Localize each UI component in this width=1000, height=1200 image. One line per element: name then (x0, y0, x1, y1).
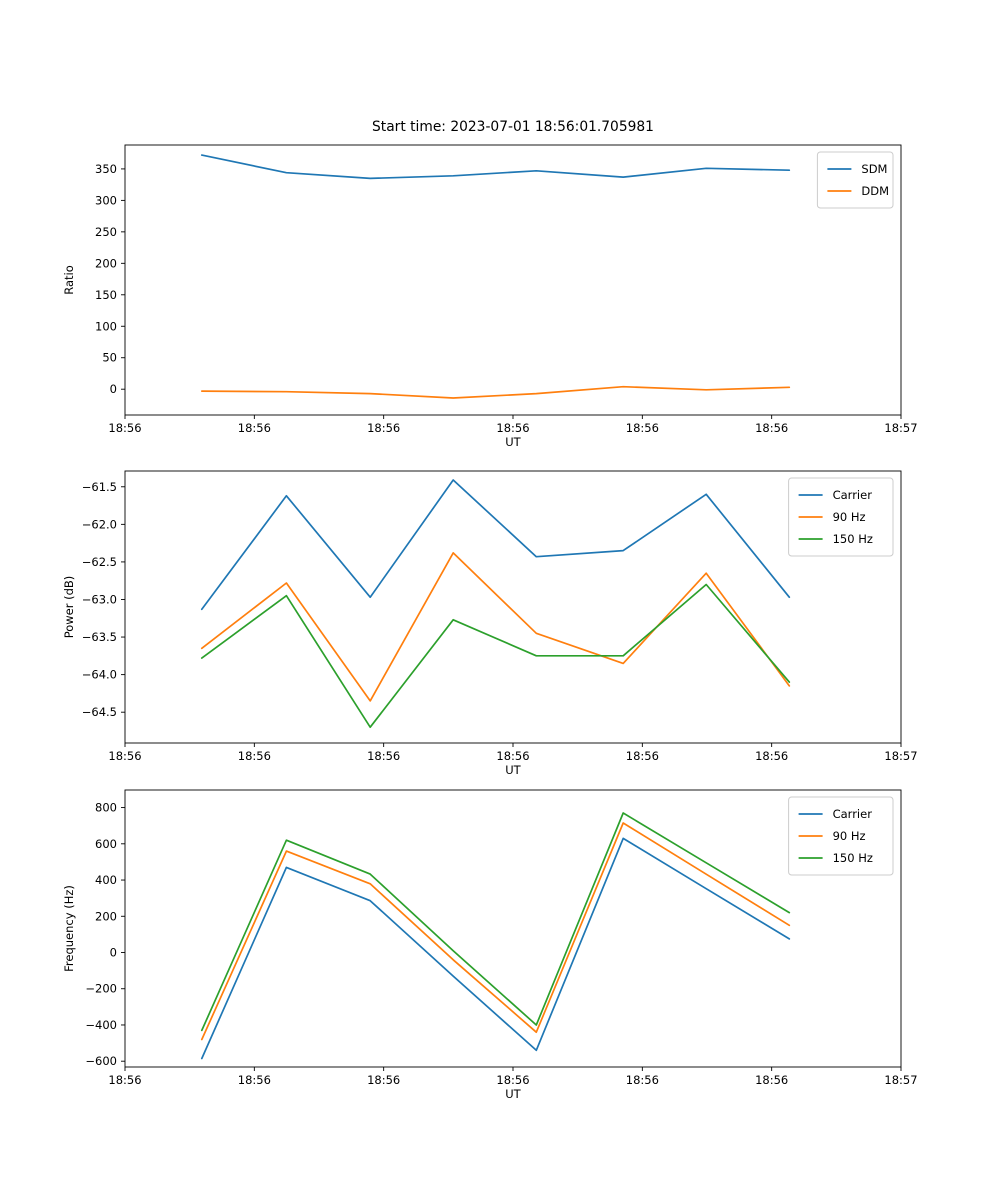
y-axis-label: Power (dB) (62, 576, 76, 639)
legend-label: 150 Hz (833, 532, 873, 546)
y-tick-label: −600 (85, 1054, 117, 1068)
x-tick-label: 18:56 (108, 421, 141, 435)
x-tick-label: 18:56 (755, 1073, 788, 1087)
y-tick-label: 200 (95, 256, 117, 270)
series-line-carrier (200, 479, 791, 611)
subplot-ratio: 0 50 100 150 200 250 300 350 18:56 18:56 18:56 18:5… (62, 144, 918, 449)
x-axis-label: UT (505, 435, 521, 449)
series-line-ddm (200, 385, 791, 399)
x-tick-label: 18:56 (755, 749, 788, 763)
y-tick-label: −63.5 (82, 630, 117, 644)
y-axis-label: Ratio (62, 265, 76, 295)
x-tick-label: 18:56 (108, 1073, 141, 1087)
x-tick-label: 18:56 (238, 1073, 271, 1087)
legend-box (816, 151, 894, 209)
y-tick-label: 100 (95, 319, 117, 333)
x-tick-label: 18:56 (367, 749, 400, 763)
y-tick-label: −63.0 (82, 592, 117, 606)
x-tick-label: 18:56 (626, 1073, 659, 1087)
subplot-frequency: 800 600 400 200 0 −200 −400 −600 18:56 18:56 18:56… (62, 789, 918, 1101)
series-line-90-hz (200, 822, 791, 1041)
y-tick-label: 800 (95, 801, 117, 815)
y-tick-label: 0 (110, 946, 117, 960)
y-tick-label: −64.5 (82, 705, 117, 719)
legend-box (788, 477, 894, 557)
y-tick-label: −400 (85, 1018, 117, 1032)
x-tick-label: 18:56 (755, 421, 788, 435)
series-line-carrier (200, 837, 791, 1060)
legend-label: 90 Hz (833, 829, 866, 843)
subplot-power: −61.5 −62.0 −62.5 −63.0 −63.5 −64.0 −64.5 18:56… (62, 470, 918, 777)
y-tick-label: 400 (95, 873, 117, 887)
legend-label: Carrier (833, 807, 873, 821)
series-line-150-hz (200, 812, 791, 1032)
x-tick-label: 18:56 (496, 1073, 529, 1087)
x-tick-label: 18:56 (367, 1073, 400, 1087)
y-tick-label: 150 (95, 288, 117, 302)
y-axis-label: Frequency (Hz) (62, 885, 76, 972)
x-tick-label: 18:57 (884, 1073, 917, 1087)
series-line-90-hz (200, 552, 791, 702)
axes-border (124, 470, 902, 744)
y-tick-label: 200 (95, 909, 117, 923)
axes-border (124, 789, 902, 1068)
x-tick-label: 18:57 (884, 421, 917, 435)
series-line-sdm (200, 154, 791, 180)
y-tick-label: −200 (85, 982, 117, 996)
y-tick-label: 50 (102, 351, 117, 365)
x-tick-label: 18:56 (238, 421, 271, 435)
y-tick-label: −62.5 (82, 555, 117, 569)
y-tick-label: 0 (110, 382, 117, 396)
x-tick-label: 18:56 (496, 421, 529, 435)
legend: Carrier 90 Hz 150 Hz (788, 477, 894, 557)
legend-label: 150 Hz (833, 851, 873, 865)
legend: Carrier 90 Hz 150 Hz (788, 796, 894, 876)
legend-label: DDM (861, 184, 889, 198)
x-tick-label: 18:56 (108, 749, 141, 763)
legend-label: SDM (861, 162, 887, 176)
legend: SDM DDM (816, 151, 894, 209)
x-tick-label: 18:56 (496, 749, 529, 763)
axes-border (124, 144, 902, 416)
x-tick-label: 18:56 (367, 421, 400, 435)
x-axis-label: UT (505, 763, 521, 777)
figure-title: Start time: 2023-07-01 18:56:01.705981 (372, 119, 654, 135)
series-line-150-hz (200, 583, 791, 729)
y-tick-label: −61.5 (82, 480, 117, 494)
x-tick-label: 18:56 (238, 749, 271, 763)
y-tick-label: 600 (95, 837, 117, 851)
x-tick-label: 18:56 (626, 421, 659, 435)
y-tick-label: 300 (95, 193, 117, 207)
legend-box (788, 796, 894, 876)
x-axis-label: UT (505, 1087, 521, 1101)
y-tick-label: −64.0 (82, 668, 117, 682)
y-tick-label: −62.0 (82, 517, 117, 531)
x-tick-label: 18:56 (626, 749, 659, 763)
legend-label: Carrier (833, 488, 873, 502)
x-tick-label: 18:57 (884, 749, 917, 763)
legend-label: 90 Hz (833, 510, 866, 524)
y-tick-label: 350 (95, 162, 117, 176)
y-tick-label: 250 (95, 225, 117, 239)
